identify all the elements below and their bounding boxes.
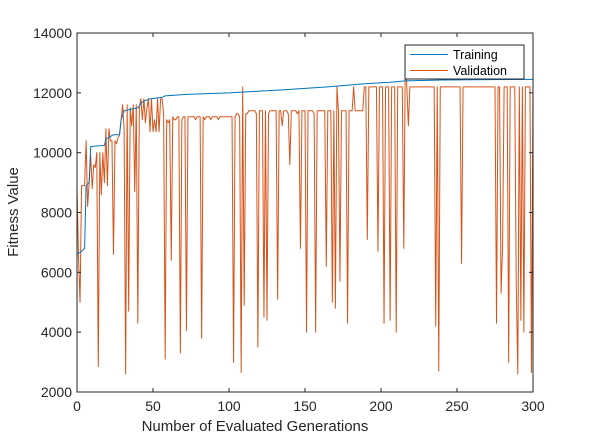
y-axis-label: Fitness Value [5, 167, 22, 257]
x-tick-label: 100 [217, 398, 241, 414]
ticks-layer: 0 50 100 150 200 250 300 2000 4000 6000 8000 10000 1… [33, 25, 545, 414]
series-line-validation [76, 53, 534, 375]
y-tick-label: 8000 [41, 205, 72, 221]
y-tick-label: 4000 [41, 324, 72, 340]
x-tick-label: 50 [145, 398, 161, 414]
x-tick-label: 0 [73, 398, 81, 414]
legend-label-validation: Validation [453, 64, 507, 78]
y-tick-label: 6000 [41, 264, 72, 280]
legend: Training Validation [404, 44, 525, 80]
y-tick-label: 10000 [33, 145, 72, 161]
x-tick-label: 200 [369, 398, 393, 414]
x-tick-label: 150 [293, 398, 317, 414]
y-tick-label: 2000 [41, 384, 72, 400]
series-line-training [76, 78, 534, 255]
x-tick-label: 250 [445, 398, 469, 414]
legend-box [404, 44, 525, 80]
y-tick-label: 14000 [33, 25, 72, 41]
plot-background [77, 33, 533, 392]
y-tick-label: 12000 [33, 85, 72, 101]
x-axis-label: Number of Evaluated Generations [142, 418, 369, 435]
x-tick-label: 300 [521, 398, 545, 414]
series-layer [76, 53, 534, 375]
legend-label-training: Training [453, 48, 498, 62]
